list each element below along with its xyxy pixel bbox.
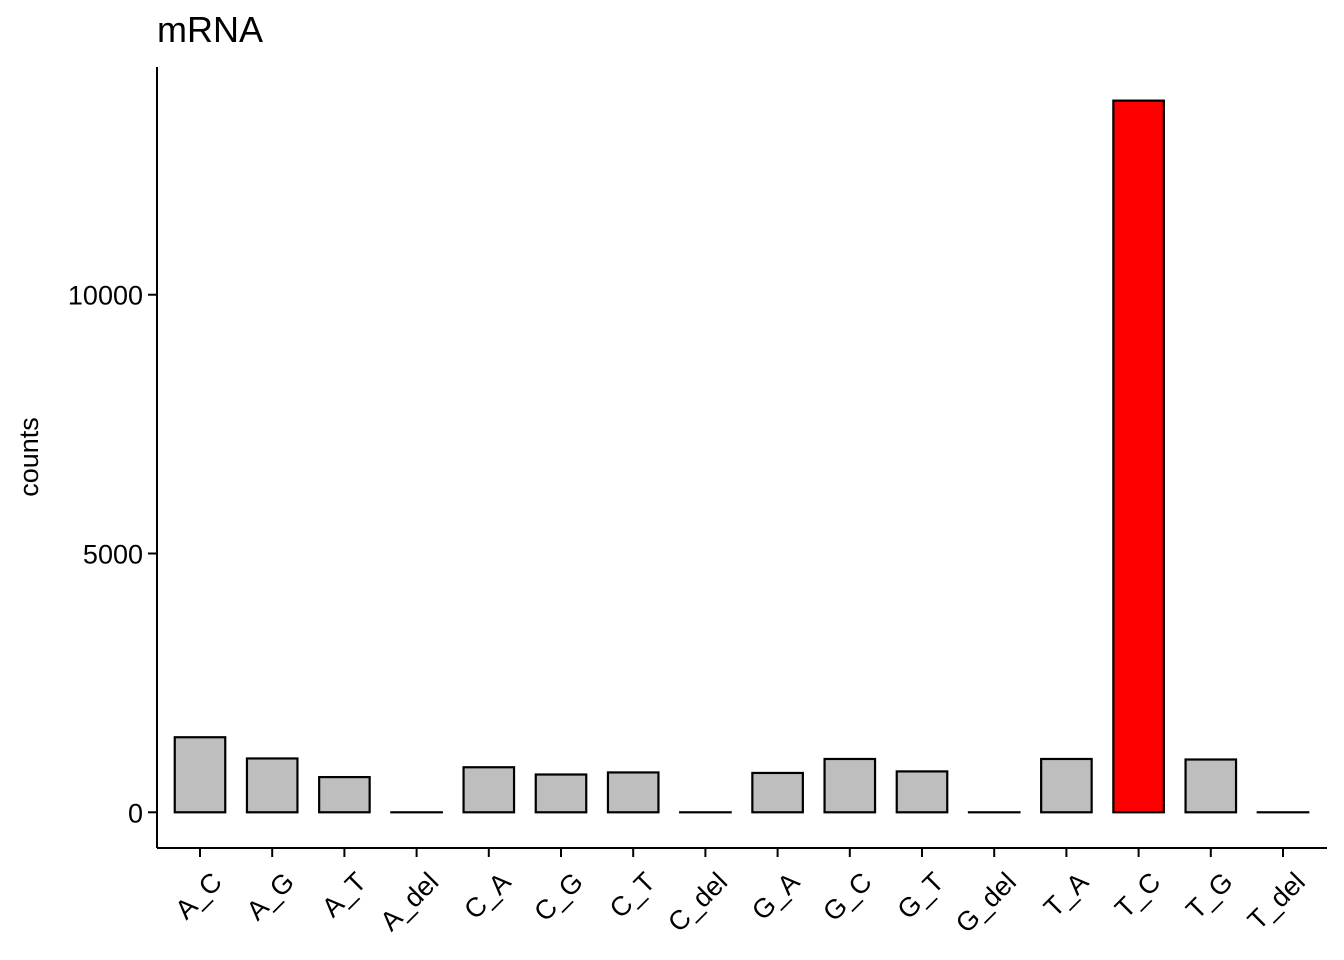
x-tick-label-c-g: C_G (528, 867, 588, 927)
y-ticks-layer: 0 5000 10000 (68, 281, 157, 828)
chart-title: mRNA (157, 9, 263, 50)
bar-c-g (534, 773, 588, 814)
y-tick-label: 5000 (83, 540, 143, 570)
y-tick-label: 10000 (68, 281, 143, 311)
x-tick-label-t-g: T_G (1180, 867, 1238, 925)
bar-g-t (895, 770, 949, 814)
x-tick-label-a-c: A_C (169, 867, 227, 925)
bar-a-g (245, 757, 299, 814)
bar-a-c (173, 736, 227, 814)
y-axis-title: counts (14, 417, 44, 497)
bar-t-c (1112, 99, 1165, 814)
x-tick-label-c-a: C_A (458, 867, 516, 925)
bars-layer (173, 99, 1310, 814)
x-tick-label-c-t: C_T (604, 867, 661, 924)
bar-c-t (606, 771, 660, 814)
x-tick-label-t-del: T_del (1242, 867, 1311, 936)
bar-c-a (462, 766, 516, 814)
x-tick-label-a-del: A_del (374, 867, 444, 937)
y-tick-label: 0 (128, 798, 143, 828)
x-tick-label-t-c: T_C (1109, 867, 1166, 924)
x-tick-label-g-a: G_A (746, 867, 805, 926)
x-tick-label-g-t: G_T (891, 867, 949, 925)
bar-g-c (823, 757, 877, 814)
bar-g-a (751, 771, 804, 814)
x-tick-label-g-del: G_del (950, 867, 1022, 939)
x-tick-label-g-c: G_C (817, 867, 877, 927)
x-tick-label-a-t: A_T (316, 867, 372, 923)
bar-t-g (1184, 758, 1238, 814)
x-tick-label-t-a: T_A (1038, 867, 1094, 923)
x-tick-label-c-del: C_del (662, 867, 733, 938)
x-ticks-layer: A_C A_G A_T A_del C_A C_G C_T C_del G_A G_C G_T G_d… (169, 848, 1311, 939)
bar-a-t (318, 775, 371, 814)
bar-t-a (1040, 757, 1093, 814)
x-tick-label-a-g: A_G (241, 867, 300, 926)
